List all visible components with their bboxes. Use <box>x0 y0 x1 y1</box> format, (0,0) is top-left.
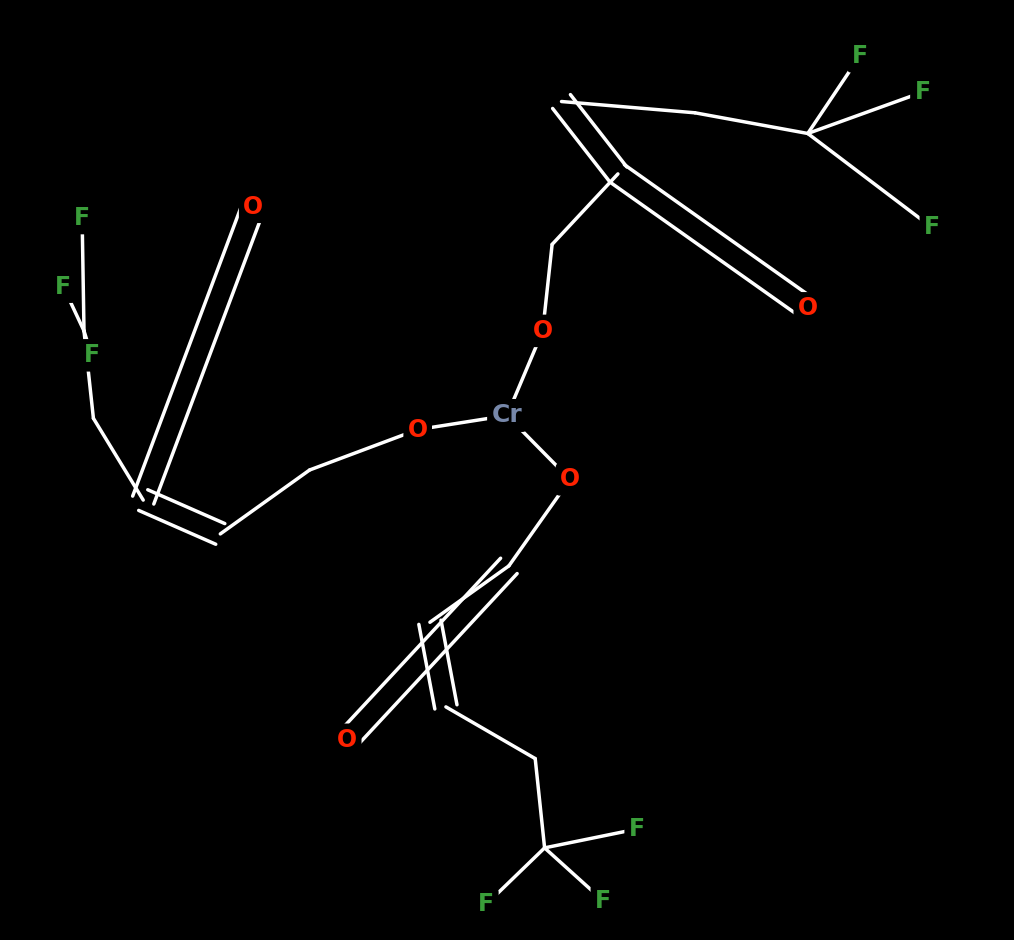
Text: O: O <box>243 195 264 219</box>
Text: F: F <box>55 274 71 299</box>
Text: F: F <box>852 44 868 69</box>
Text: O: O <box>798 296 818 321</box>
Text: Cr: Cr <box>492 403 522 428</box>
Text: O: O <box>337 728 357 752</box>
Text: F: F <box>915 80 931 104</box>
Text: F: F <box>924 215 940 240</box>
Text: F: F <box>595 888 611 913</box>
Text: F: F <box>83 343 99 368</box>
Text: O: O <box>560 467 580 492</box>
Text: F: F <box>74 206 90 230</box>
Text: O: O <box>532 319 553 343</box>
Text: F: F <box>629 817 645 841</box>
Text: F: F <box>479 892 495 916</box>
Text: O: O <box>408 417 428 442</box>
